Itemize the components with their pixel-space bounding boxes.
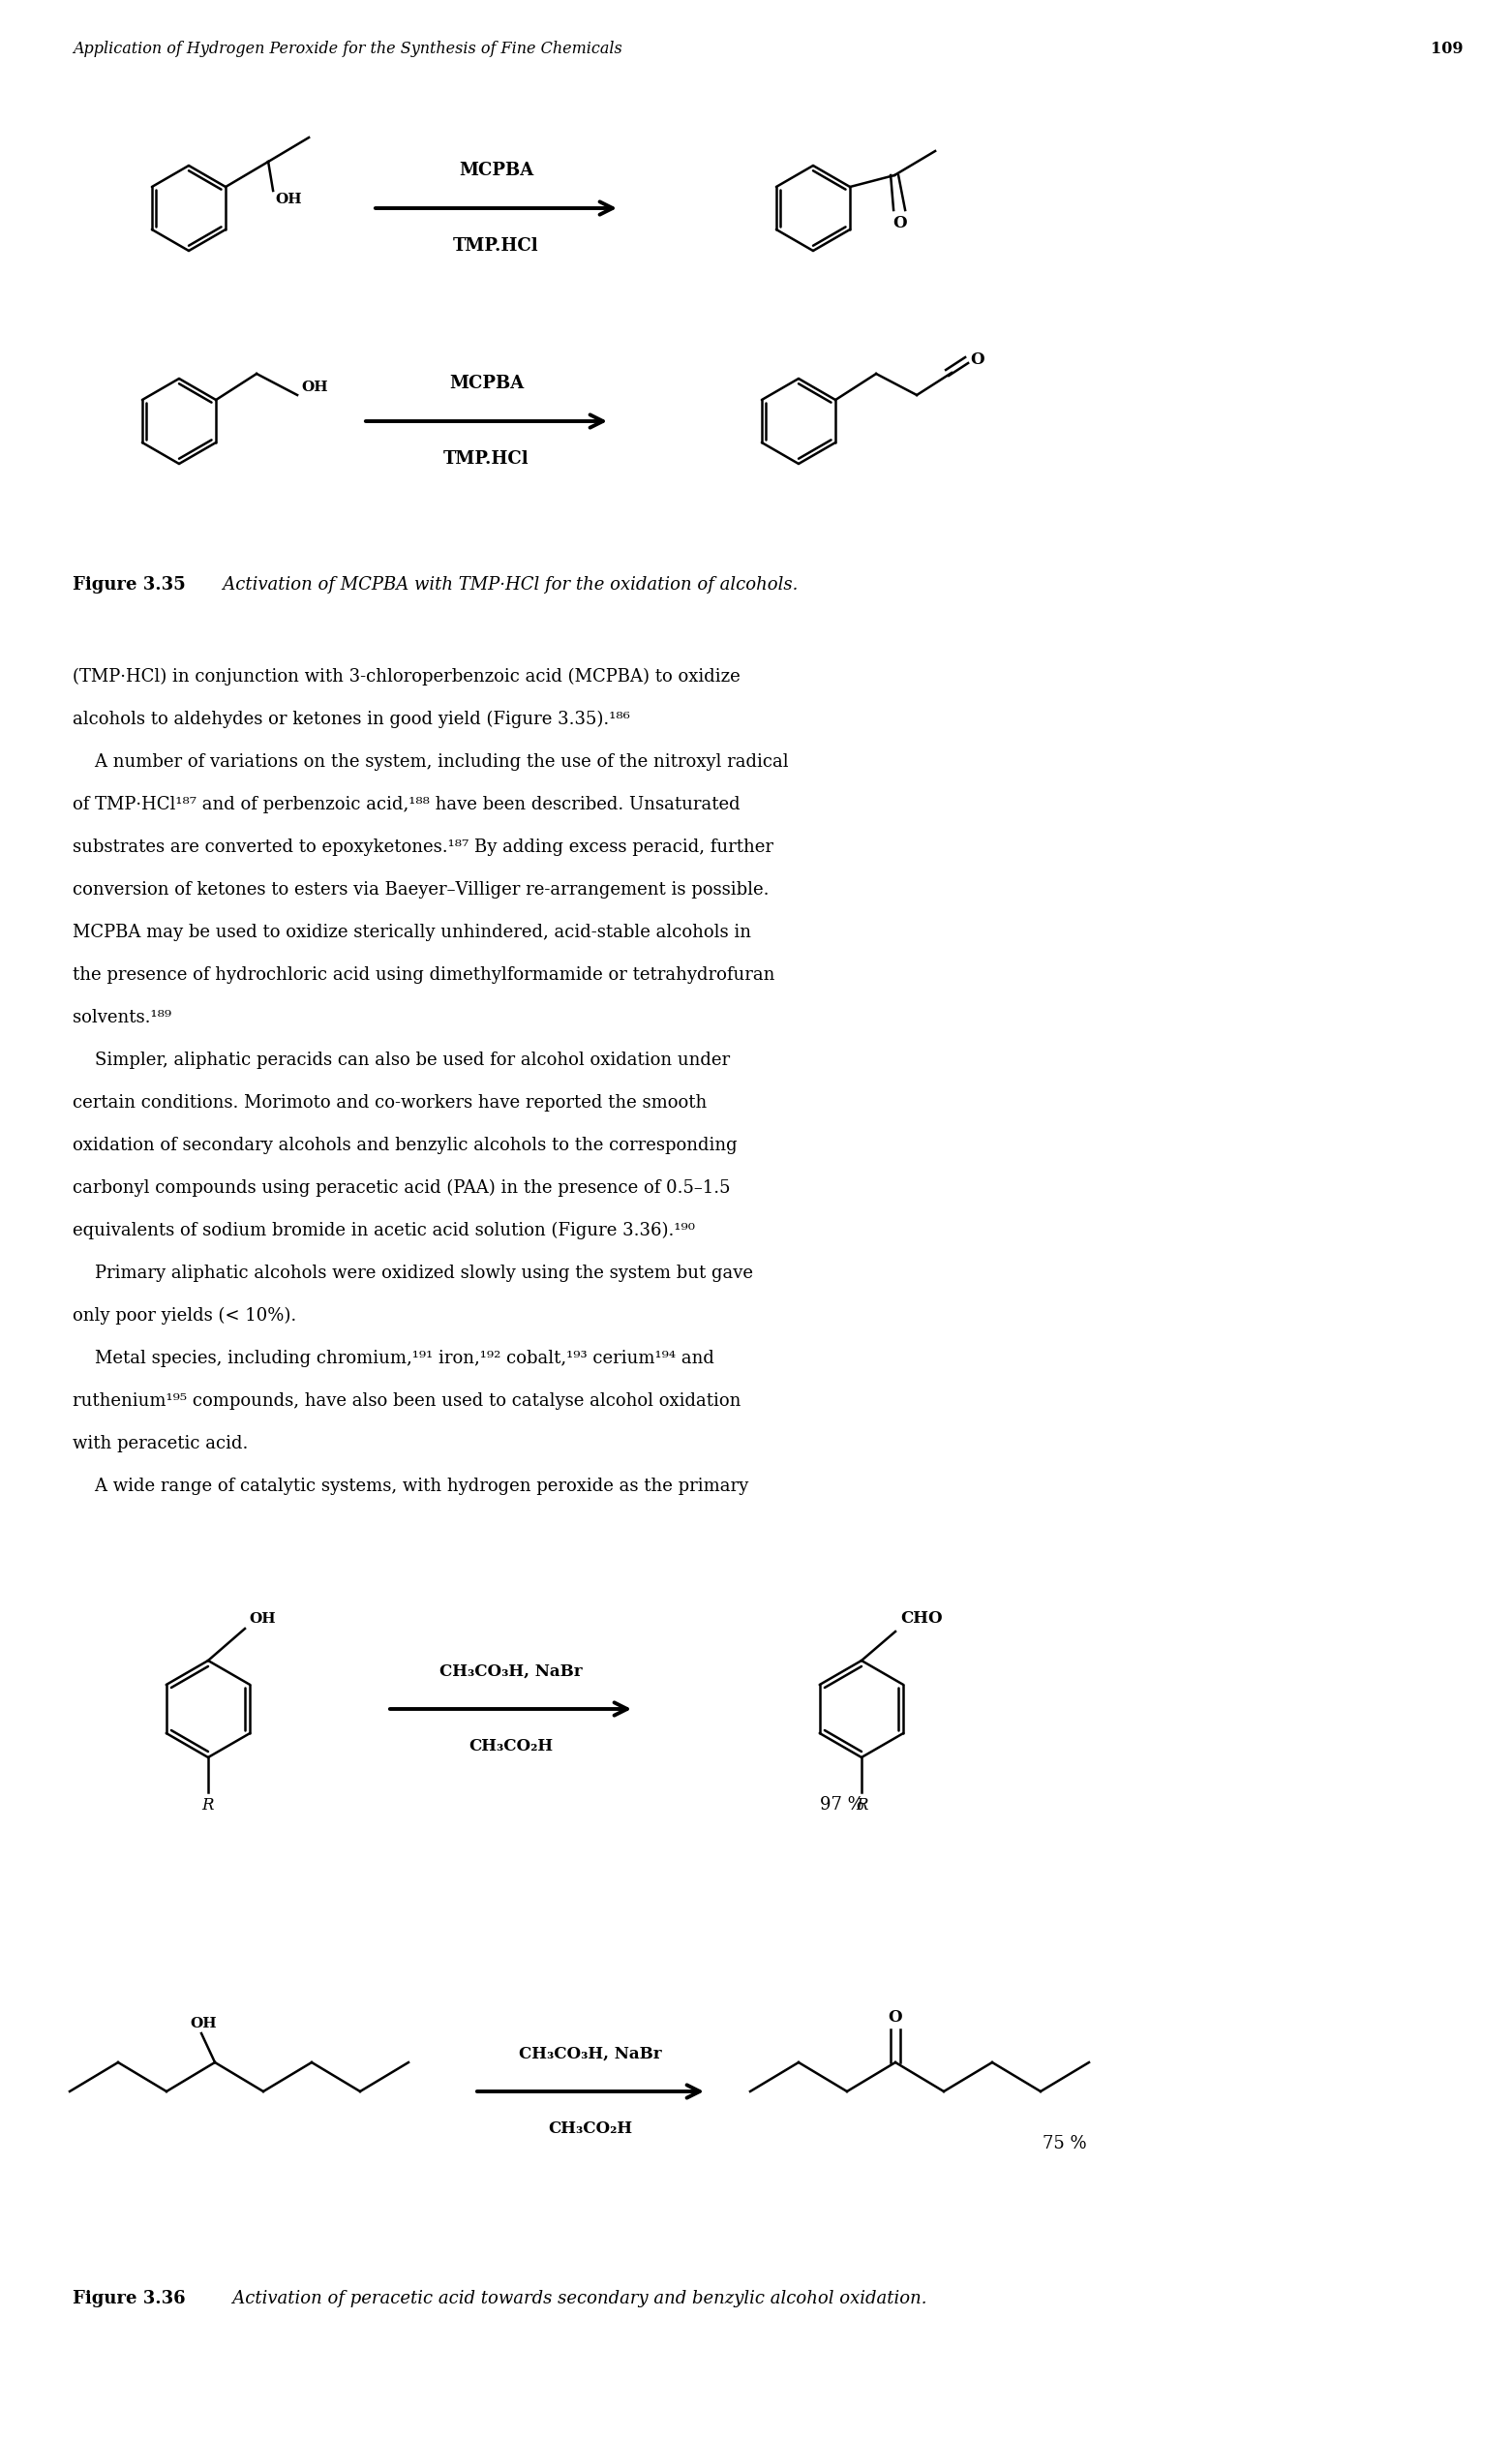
Text: Primary aliphatic alcohols were oxidized slowly using the system but gave: Primary aliphatic alcohols were oxidized… (73, 1264, 753, 1281)
Text: Figure 3.35: Figure 3.35 (73, 576, 186, 593)
Text: ruthenium¹⁹⁵ compounds, have also been used to catalyse alcohol oxidation: ruthenium¹⁹⁵ compounds, have also been u… (73, 1393, 741, 1410)
Text: A wide range of catalytic systems, with hydrogen peroxide as the primary: A wide range of catalytic systems, with … (73, 1479, 748, 1496)
Text: Figure 3.36: Figure 3.36 (73, 2289, 186, 2308)
Text: 75 %: 75 % (1043, 2135, 1087, 2152)
Text: A number of variations on the system, including the use of the nitroxyl radical: A number of variations on the system, in… (73, 754, 789, 771)
Text: solvents.¹⁸⁹: solvents.¹⁸⁹ (73, 1008, 171, 1027)
Text: the presence of hydrochloric acid using dimethylformamide or tetrahydrofuran: the presence of hydrochloric acid using … (73, 966, 774, 983)
Text: with peracetic acid.: with peracetic acid. (73, 1435, 248, 1452)
Text: substrates are converted to epoxyketones.¹⁸⁷ By adding excess peracid, further: substrates are converted to epoxyketones… (73, 839, 774, 856)
Text: Application of Hydrogen Peroxide for the Synthesis of Fine Chemicals: Application of Hydrogen Peroxide for the… (73, 41, 621, 56)
Text: alcohols to aldehydes or ketones in good yield (Figure 3.35).¹⁸⁶: alcohols to aldehydes or ketones in good… (73, 710, 631, 730)
Text: CH₃CO₃H, NaBr: CH₃CO₃H, NaBr (438, 1664, 582, 1679)
Text: O: O (889, 2008, 903, 2025)
Text: MCPBA: MCPBA (449, 376, 523, 393)
Text: 97 %: 97 % (820, 1796, 865, 1813)
Text: TMP.HCl: TMP.HCl (454, 237, 538, 254)
Text: conversion of ketones to esters via Baeyer–Villiger re-arrangement is possible.: conversion of ketones to esters via Baey… (73, 881, 770, 898)
Text: R: R (203, 1798, 215, 1813)
Text: CHO: CHO (900, 1610, 942, 1627)
Text: Metal species, including chromium,¹⁹¹ iron,¹⁹² cobalt,¹⁹³ cerium¹⁹⁴ and: Metal species, including chromium,¹⁹¹ ir… (73, 1349, 714, 1366)
Text: OH: OH (249, 1613, 275, 1625)
Text: only poor yields (< 10%).: only poor yields (< 10%). (73, 1308, 296, 1325)
Text: Activation of MCPBA with TMP·HCl for the oxidation of alcohols.: Activation of MCPBA with TMP·HCl for the… (206, 576, 798, 593)
Text: oxidation of secondary alcohols and benzylic alcohols to the corresponding: oxidation of secondary alcohols and benz… (73, 1137, 738, 1154)
Text: Simpler, aliphatic peracids can also be used for alcohol oxidation under: Simpler, aliphatic peracids can also be … (73, 1052, 730, 1069)
Text: of TMP·HCl¹⁸⁷ and of perbenzoic acid,¹⁸⁸ have been described. Unsaturated: of TMP·HCl¹⁸⁷ and of perbenzoic acid,¹⁸⁸… (73, 795, 741, 813)
Text: TMP.HCl: TMP.HCl (443, 451, 529, 468)
Text: 109: 109 (1432, 41, 1464, 56)
Text: (TMP·HCl) in conjunction with 3-chloroperbenzoic acid (MCPBA) to oxidize: (TMP·HCl) in conjunction with 3-chlorope… (73, 669, 741, 686)
Text: CH₃CO₂H: CH₃CO₂H (549, 2120, 632, 2137)
Text: O: O (892, 215, 906, 232)
Text: MCPBA: MCPBA (458, 161, 534, 178)
Text: OH: OH (301, 381, 328, 395)
Text: R: R (856, 1798, 868, 1813)
Text: OH: OH (275, 193, 302, 207)
Text: CH₃CO₂H: CH₃CO₂H (469, 1737, 553, 1754)
Text: OH: OH (191, 2018, 216, 2030)
Text: equivalents of sodium bromide in acetic acid solution (Figure 3.36).¹⁹⁰: equivalents of sodium bromide in acetic … (73, 1222, 696, 1240)
Text: MCPBA may be used to oxidize sterically unhindered, acid-stable alcohols in: MCPBA may be used to oxidize sterically … (73, 925, 751, 942)
Text: carbonyl compounds using peracetic acid (PAA) in the presence of 0.5–1.5: carbonyl compounds using peracetic acid … (73, 1179, 730, 1198)
Text: O: O (971, 351, 984, 368)
Text: Activation of peracetic acid towards secondary and benzylic alcohol oxidation.: Activation of peracetic acid towards sec… (216, 2289, 927, 2308)
Text: CH₃CO₃H, NaBr: CH₃CO₃H, NaBr (519, 2045, 662, 2062)
Text: certain conditions. Morimoto and co-workers have reported the smooth: certain conditions. Morimoto and co-work… (73, 1093, 708, 1113)
